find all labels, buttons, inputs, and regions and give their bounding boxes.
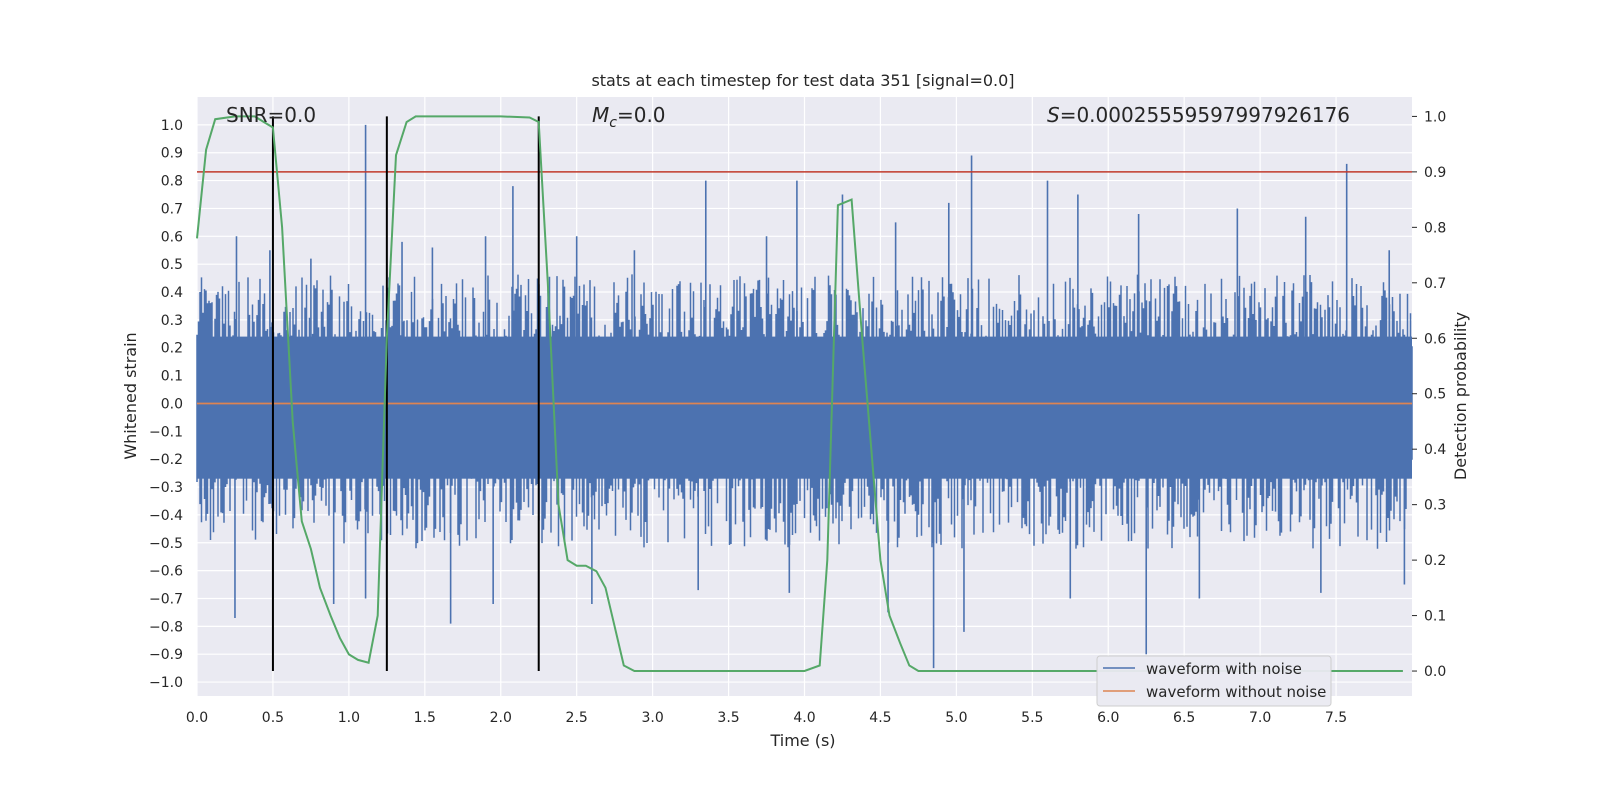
x-tick-label: 2.0 <box>490 710 512 726</box>
x-tick-label: 3.5 <box>717 710 739 726</box>
y-tick-label: 0.4 <box>161 285 183 301</box>
y-tick-label: 0.5 <box>161 257 183 273</box>
s-annotation: S=0.00025559597997926176 <box>1047 103 1350 127</box>
y2-tick-label: 0.7 <box>1424 276 1446 292</box>
x-tick-label: 5.5 <box>1021 710 1043 726</box>
y2-tick-label: 0.9 <box>1424 165 1446 181</box>
x-axis-label: Time (s) <box>769 731 835 750</box>
y-axis-label: Whitened strain <box>121 332 140 459</box>
y-tick-label: −0.7 <box>149 591 183 607</box>
y2-tick-label: 0.2 <box>1424 553 1446 569</box>
y2-tick-label: 0.1 <box>1424 609 1446 625</box>
y-tick-label: −1.0 <box>149 675 183 691</box>
noise-waveform <box>196 124 1413 669</box>
y2-axis-ticks: 1.0 0.9 0.8 0.7 0.6 0.5 0.4 0.3 0.2 0.1 0.0 <box>1412 109 1446 680</box>
y-tick-label: −0.9 <box>149 647 183 663</box>
y2-axis-label: Detection probability <box>1451 312 1470 480</box>
legend-label-clean: waveform without noise <box>1146 683 1326 701</box>
x-tick-label: 1.0 <box>338 710 360 726</box>
s-annotation-value: =0.00025559597997926176 <box>1060 103 1350 127</box>
series-lines <box>196 115 1412 672</box>
y-tick-label: −0.4 <box>149 508 183 524</box>
x-tick-label: 1.5 <box>414 710 436 726</box>
y2-tick-label: 0.5 <box>1424 387 1446 403</box>
x-tick-label: 5.0 <box>945 710 967 726</box>
y-tick-label: 0.1 <box>161 369 183 385</box>
y2-tick-label: 1.0 <box>1424 109 1446 125</box>
y2-tick-label: 0.8 <box>1424 220 1446 236</box>
y-tick-label: 0.7 <box>161 201 183 217</box>
x-tick-label: 0.5 <box>262 710 284 726</box>
noise-core <box>197 336 1412 479</box>
y-tick-label: 0.0 <box>161 396 183 412</box>
x-tick-label: 4.5 <box>869 710 891 726</box>
x-tick-label: 2.5 <box>566 710 588 726</box>
x-tick-label: 6.0 <box>1097 710 1119 726</box>
y2-tick-label: 0.0 <box>1424 664 1446 680</box>
x-tick-label: 0.0 <box>186 710 208 726</box>
legend-label-noise: waveform with noise <box>1146 660 1302 678</box>
y-tick-label: −0.6 <box>149 564 183 580</box>
y-tick-label: 0.3 <box>161 313 183 329</box>
y-tick-label: 0.2 <box>161 341 183 357</box>
x-tick-label: 7.0 <box>1249 710 1271 726</box>
legend: waveform with noise waveform without noi… <box>1096 655 1332 707</box>
y2-tick-label: 0.3 <box>1424 498 1446 514</box>
y-tick-label: 0.6 <box>161 229 183 245</box>
legend-box <box>1096 655 1332 707</box>
y-tick-label: −0.5 <box>149 536 183 552</box>
y-tick-label: 0.8 <box>161 174 183 190</box>
x-tick-label: 4.0 <box>793 710 815 726</box>
y2-tick-label: 0.6 <box>1424 331 1446 347</box>
detection-probability-line <box>196 115 1403 672</box>
y-tick-label: −0.3 <box>149 480 183 496</box>
y-tick-label: −0.1 <box>149 424 183 440</box>
x-tick-label: 3.0 <box>641 710 663 726</box>
y2-tick-label: 0.4 <box>1424 442 1446 458</box>
mc-annotation-value: =0.0 <box>617 103 666 127</box>
y-axis-ticks: 1.0 0.9 0.8 0.7 0.6 0.5 0.4 0.3 0.2 0.1 0.0 −0.1 −0.… <box>149 118 183 691</box>
x-tick-label: 7.5 <box>1325 710 1347 726</box>
mc-annotation: Mc=0.0 <box>592 103 666 131</box>
chart-title: stats at each timestep for test data 351… <box>591 71 1014 90</box>
y-tick-label: 0.9 <box>161 146 183 162</box>
x-tick-label: 6.5 <box>1173 710 1195 726</box>
x-axis-ticks: 0.0 0.5 1.0 1.5 2.0 2.5 3.0 3.5 4.0 4.5 5.0 5.5 6.0 6… <box>186 710 1347 726</box>
y-tick-label: −0.8 <box>149 619 183 635</box>
y-tick-label: 1.0 <box>161 118 183 134</box>
snr-annotation: SNR=0.0 <box>226 103 316 127</box>
y-tick-label: −0.2 <box>149 452 183 468</box>
